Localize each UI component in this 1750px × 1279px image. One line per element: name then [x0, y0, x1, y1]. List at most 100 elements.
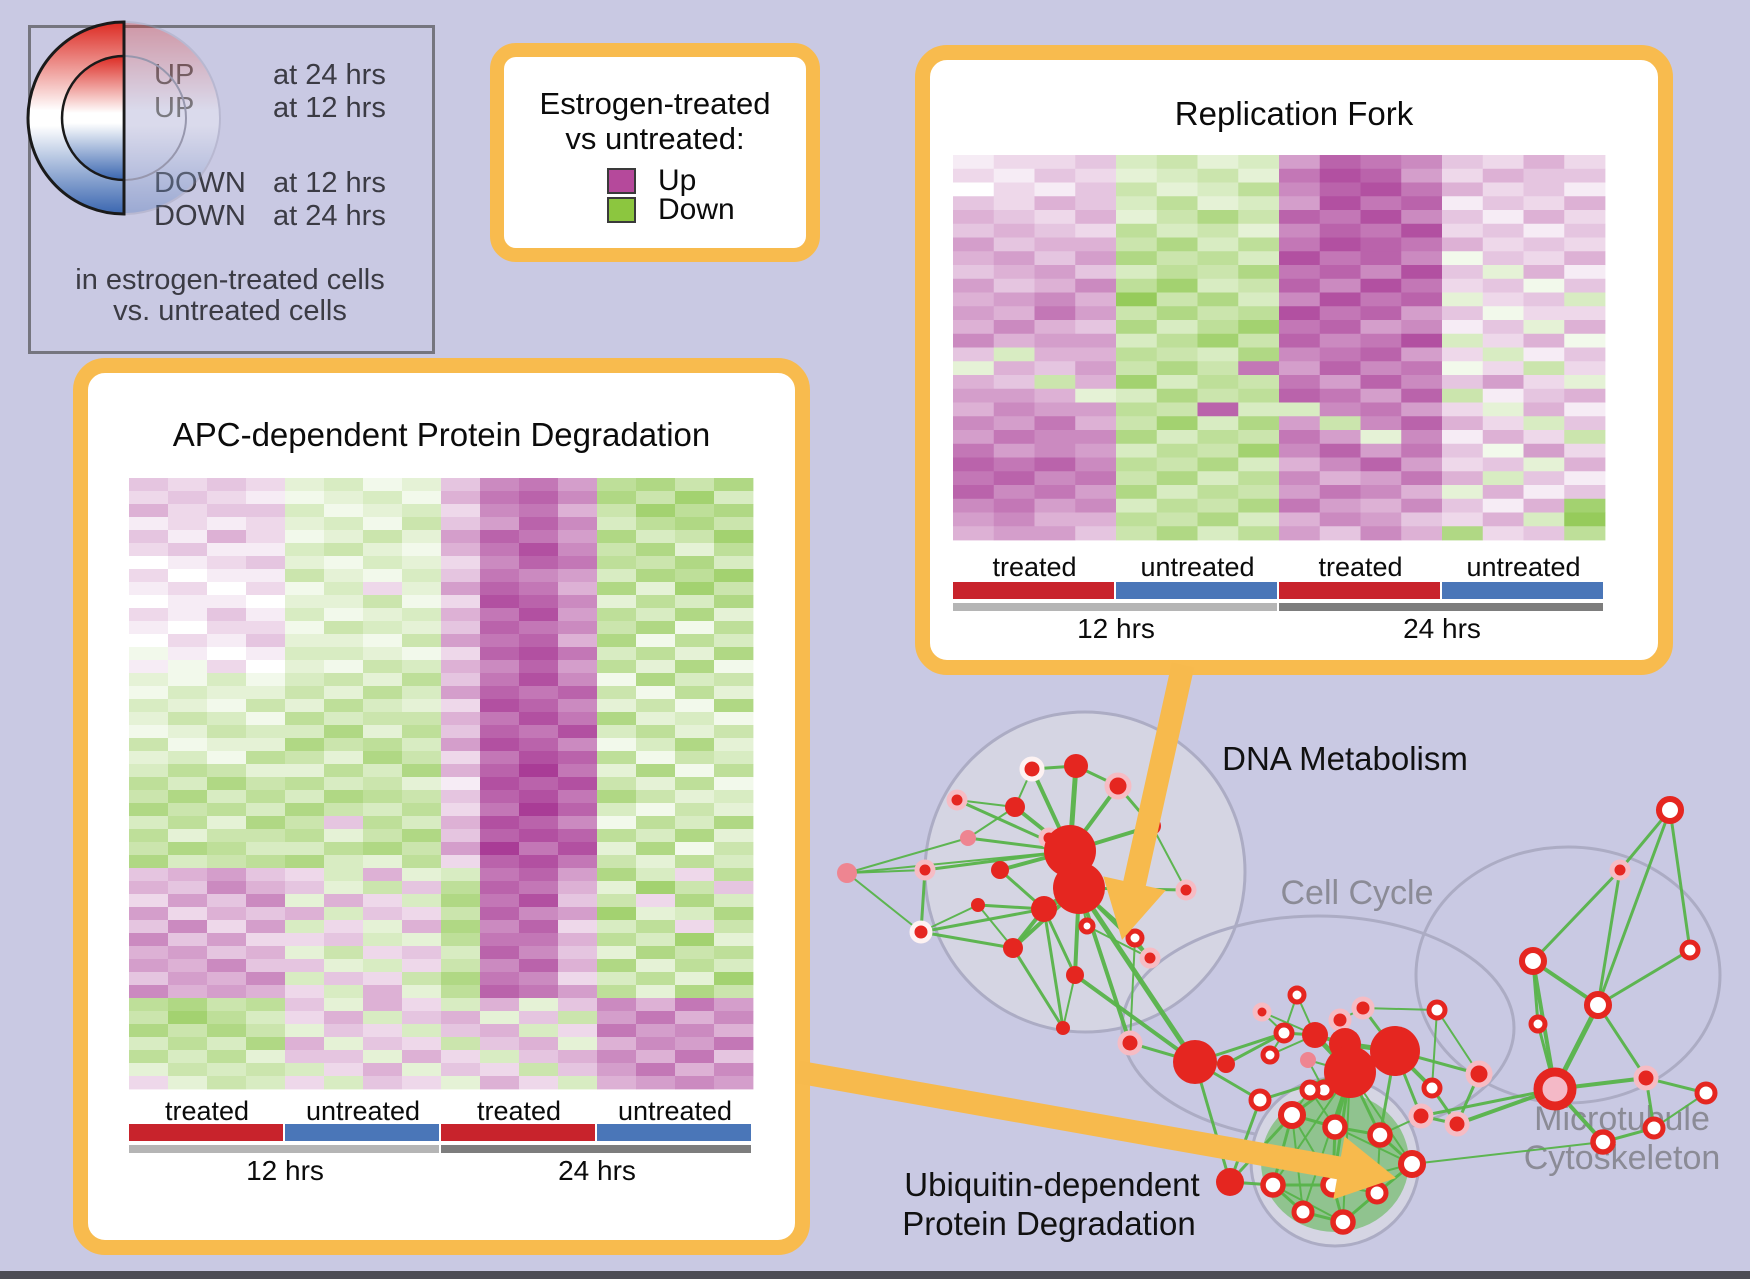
network-edge — [1062, 974, 1076, 1029]
network-node — [909, 920, 933, 944]
network-edge — [1596, 868, 1622, 1007]
network-edge — [1531, 959, 1557, 1091]
updown-caption-line2: vs. untreated cells — [113, 295, 347, 327]
network-edge — [1455, 1072, 1481, 1126]
network-edge — [1361, 1006, 1397, 1053]
network-edge — [1269, 1032, 1285, 1056]
network-edge — [1349, 1071, 1413, 1165]
time-group-label: 24 hrs — [1403, 613, 1481, 644]
network-edge — [1129, 937, 1136, 1044]
updown-caption-line1: in estrogen-treated cells — [75, 264, 385, 296]
network-node — [1397, 1149, 1427, 1179]
network-edge — [966, 836, 1072, 853]
network-edge — [1347, 1048, 1398, 1075]
network-edge — [1307, 1059, 1351, 1073]
network-edge — [1342, 1041, 1398, 1054]
network-node — [1365, 1181, 1389, 1205]
network-edge — [1430, 1086, 1459, 1126]
network-edge — [1013, 805, 1072, 853]
network-edge — [1269, 1034, 1316, 1056]
network-edge — [919, 907, 1046, 934]
cluster-shape-ubiquitin — [1249, 1076, 1421, 1248]
network-node — [1633, 1065, 1659, 1091]
estrogen-up-swatch — [607, 168, 636, 194]
network-edge — [1272, 1184, 1344, 1223]
network-edge — [956, 799, 1016, 808]
network-edge — [919, 868, 927, 934]
network-edge — [1309, 1071, 1351, 1091]
network-edge — [1077, 886, 1188, 892]
network-node — [1260, 1172, 1286, 1198]
arrow-replication-to-dna — [1103, 662, 1195, 940]
network-edge — [1668, 808, 1692, 952]
cluster-shape-cellcycle — [1120, 914, 1516, 1142]
network-node — [1053, 862, 1105, 914]
network-node — [1421, 1077, 1443, 1099]
network-edge — [1431, 1009, 1438, 1089]
network-node — [1287, 985, 1307, 1005]
cluster-shape-dna — [923, 710, 1247, 1034]
network-edge — [1307, 1059, 1325, 1091]
network-edge — [1375, 1162, 1414, 1195]
network-node — [1351, 996, 1375, 1020]
network-edge — [1193, 1060, 1262, 1102]
network-edge — [1042, 907, 1065, 1030]
network-edge — [1531, 959, 1600, 1007]
estrogen-down-label: Down — [658, 193, 735, 226]
network-edge — [1272, 1071, 1351, 1186]
network-edge — [1531, 959, 1540, 1026]
network-node — [1313, 1079, 1335, 1101]
network-node — [1408, 1103, 1434, 1129]
network-node — [1465, 1060, 1493, 1088]
network-node — [1277, 1100, 1307, 1130]
network-node — [1252, 1002, 1272, 1022]
network-edge — [1338, 1018, 1347, 1046]
network-node — [1330, 1209, 1356, 1235]
network-node — [1444, 1111, 1470, 1137]
network-edge — [1042, 907, 1077, 977]
network-node — [1291, 1200, 1315, 1224]
network-edge — [1531, 868, 1622, 963]
network-node — [1322, 1114, 1348, 1140]
network-edge — [1228, 1098, 1262, 1184]
network-edge — [1193, 1060, 1232, 1184]
network-edge — [1077, 886, 1152, 960]
network-edge — [1128, 1041, 1197, 1064]
network-edge — [1333, 1125, 1382, 1137]
network-node — [1078, 917, 1096, 935]
condition-group-label: treated — [164, 1096, 250, 1126]
network-edge — [1644, 1076, 1708, 1095]
network-edge — [976, 903, 1046, 911]
network-node — [1038, 827, 1060, 849]
network-node — [1320, 1172, 1346, 1198]
network-node — [1248, 1088, 1272, 1112]
network-edge — [1011, 886, 1081, 950]
cluster-label-cell-cycle: Cell Cycle — [1280, 874, 1434, 912]
network-edge — [1151, 825, 1187, 891]
network-edge — [1076, 885, 1198, 1065]
network-edge — [1261, 1011, 1316, 1036]
network-node — [1679, 939, 1701, 961]
network-edge — [1077, 886, 1132, 1045]
network-node — [1216, 1168, 1244, 1196]
network-edge — [1073, 886, 1081, 977]
network-node — [1426, 999, 1448, 1021]
cluster-label-microtubule-line2: Cytoskeleton — [1523, 1139, 1721, 1177]
condition-group-label: untreated — [617, 1096, 733, 1126]
network-edge — [1134, 937, 1151, 959]
estrogen-legend-box — [490, 43, 820, 262]
network-edge — [1436, 1009, 1480, 1075]
network-edge — [998, 868, 1046, 911]
network-node — [960, 830, 976, 846]
network-edge — [1376, 1134, 1381, 1194]
network-node — [1329, 1028, 1361, 1060]
network-node — [946, 789, 968, 811]
network-node — [1655, 795, 1685, 825]
network-edge — [1283, 994, 1298, 1034]
network-edge — [1291, 1114, 1304, 1213]
network-edge — [1290, 1070, 1352, 1117]
network-edge — [1322, 1070, 1352, 1092]
network-edge — [1378, 1049, 1397, 1137]
network-edge — [1066, 847, 1083, 892]
